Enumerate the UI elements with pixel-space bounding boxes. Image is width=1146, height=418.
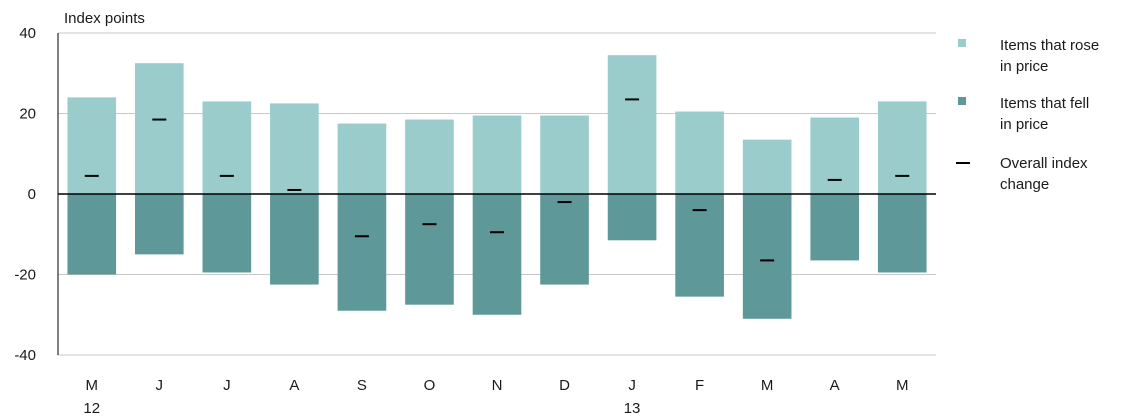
x-tick-sublabel: 13 bbox=[624, 400, 641, 417]
bar-rose bbox=[337, 123, 387, 194]
legend-label: in price bbox=[1000, 116, 1048, 133]
bar-rose bbox=[675, 111, 724, 194]
y-tick-label: -20 bbox=[14, 267, 36, 284]
bar-fell bbox=[405, 194, 454, 305]
x-tick-label: O bbox=[424, 377, 436, 394]
bar-rose bbox=[472, 115, 522, 194]
bar-fell bbox=[810, 194, 860, 261]
bar-rose bbox=[877, 101, 927, 194]
bar-rose bbox=[405, 119, 454, 194]
x-tick-sublabel: 12 bbox=[83, 400, 100, 417]
bar-rose bbox=[540, 115, 589, 194]
bar-fell bbox=[134, 194, 184, 255]
bar-rose bbox=[810, 117, 860, 194]
y-tick-label: 0 bbox=[28, 186, 36, 203]
bar-rose bbox=[67, 97, 117, 194]
x-tick-label: M bbox=[896, 377, 909, 394]
bar-rose bbox=[607, 55, 657, 195]
bar-fell bbox=[675, 194, 724, 297]
legend-swatch bbox=[958, 97, 966, 105]
bars bbox=[67, 55, 927, 319]
x-tick-label: M bbox=[761, 377, 774, 394]
x-tick-label: A bbox=[289, 377, 299, 394]
bar-fell bbox=[540, 194, 589, 285]
overall-index-markers bbox=[84, 98, 910, 262]
legend-label: in price bbox=[1000, 58, 1048, 75]
bar-fell bbox=[337, 194, 387, 311]
x-tick-label: J bbox=[156, 377, 164, 394]
x-tick-label: F bbox=[695, 377, 704, 394]
legend-label: Items that rose bbox=[1000, 37, 1099, 54]
legend-label: change bbox=[1000, 176, 1049, 193]
x-tick-label: S bbox=[357, 377, 367, 394]
bar-rose bbox=[134, 63, 184, 194]
bar-fell bbox=[270, 194, 319, 285]
x-tick-label: J bbox=[223, 377, 231, 394]
bar-fell bbox=[742, 194, 792, 319]
x-tick-label: N bbox=[492, 377, 503, 394]
x-tick-label: M bbox=[86, 377, 99, 394]
y-axis-label: Index points bbox=[64, 10, 145, 27]
x-tick-label: D bbox=[559, 377, 570, 394]
x-tick-label: J bbox=[628, 377, 636, 394]
y-tick-label: 20 bbox=[19, 106, 36, 123]
y-axis-ticks: -40 -20 0 20 40 bbox=[14, 25, 36, 364]
bar-rose bbox=[742, 139, 792, 194]
legend: Items that rose in price Items that fell in… bbox=[956, 37, 1099, 193]
x-axis-ticks: M 12 J J A S O N D J 13 F M A M bbox=[83, 377, 908, 417]
bar-rose bbox=[202, 101, 252, 194]
bar-fell bbox=[877, 194, 927, 273]
bar-rose bbox=[270, 103, 319, 194]
bar-fell bbox=[607, 194, 657, 241]
bar-fell bbox=[67, 194, 117, 275]
bar-fell bbox=[202, 194, 252, 273]
bar-fell bbox=[472, 194, 522, 315]
legend-label: Overall index bbox=[1000, 155, 1088, 172]
legend-swatch bbox=[958, 39, 966, 47]
legend-label: Items that fell bbox=[1000, 95, 1089, 112]
y-tick-label: 40 bbox=[19, 25, 36, 42]
y-tick-label: -40 bbox=[14, 347, 36, 364]
x-tick-label: A bbox=[830, 377, 840, 394]
